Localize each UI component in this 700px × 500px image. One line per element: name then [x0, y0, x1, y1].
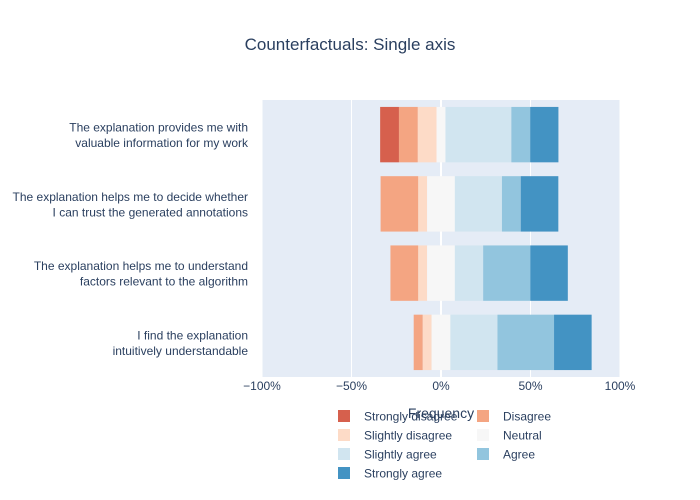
bar-segment — [398, 106, 418, 163]
legend-label: Slightly agree — [364, 448, 437, 462]
legend-item[interactable]: Disagree — [477, 410, 551, 424]
x-tick-label: −100% — [243, 379, 281, 393]
bar-segment — [431, 314, 451, 371]
legend-label: Disagree — [503, 410, 551, 424]
bar-segment — [418, 245, 428, 301]
bar-segment — [380, 106, 399, 163]
legend-label: Strongly agree — [364, 467, 442, 481]
legend-item[interactable]: Neutral — [477, 429, 542, 443]
bar-segment — [511, 106, 531, 163]
y-tick-label-line: The explanation helps me to understand — [34, 259, 248, 273]
bar-segment — [422, 314, 432, 371]
bar-segment — [520, 176, 559, 232]
bar-group — [380, 176, 559, 232]
y-tick-label: The explanation helps me to understand fa… — [34, 259, 248, 289]
bar-segment — [436, 106, 446, 163]
x-tick-label: 50% — [518, 379, 542, 393]
bar-group — [380, 106, 559, 163]
bar-segment — [454, 245, 484, 301]
bar-segment — [454, 176, 502, 232]
bar-segment — [417, 106, 437, 163]
legend-item[interactable]: Strongly agree — [338, 467, 442, 481]
bar-segment — [413, 314, 423, 371]
bar-group — [390, 245, 568, 301]
bar-segment — [390, 245, 419, 301]
y-tick-label: The explanation provides me withvaluable… — [69, 121, 249, 151]
y-tick-label-line: factors relevant to the algorithm — [80, 275, 248, 289]
y-tick-label: The explanation helps me to decide wheth… — [13, 190, 248, 220]
legend-swatch — [477, 448, 489, 460]
y-tick-label-line: valuable information for my work — [75, 136, 249, 150]
legend-item[interactable]: Slightly agree — [338, 448, 437, 462]
legend-label: Neutral — [503, 429, 542, 443]
bar-segment — [418, 176, 428, 232]
x-tick-label: 100% — [605, 379, 636, 393]
y-tick-label-line: I can trust the generated annotations — [53, 205, 248, 219]
y-tick-label-line: The explanation provides me with — [69, 121, 248, 135]
bar-segment — [483, 245, 531, 301]
chart-title: Counterfactuals: Single axis — [245, 35, 456, 54]
y-tick-label-line: I find the explanation — [137, 328, 248, 342]
x-tick-labels: −100% −50% 0% 50% 100% — [243, 379, 636, 393]
legend-swatch — [338, 448, 350, 460]
y-tick-label: I find the explanation intuitively unders… — [113, 328, 249, 358]
legend-label: Slightly disagree — [364, 429, 452, 443]
legend-item[interactable]: Agree — [477, 448, 535, 462]
x-tick-label: −50% — [336, 379, 367, 393]
legend-swatch — [338, 467, 350, 479]
legend[interactable]: Strongly disagree Disagree Slightly disagr… — [338, 410, 551, 481]
bar-segment — [445, 106, 512, 163]
bar-segment — [427, 176, 455, 232]
legend-item[interactable]: Slightly disagree — [338, 429, 452, 443]
y-tick-label-line: The explanation helps me to decide wheth… — [13, 190, 248, 204]
legend-swatch — [477, 429, 489, 441]
legend-swatch — [477, 410, 489, 422]
bar-segment — [450, 314, 498, 371]
y-tick-label-line: intuitively understandable — [113, 344, 249, 358]
bar-segment — [501, 176, 521, 232]
bar-groups — [380, 106, 592, 371]
legend-swatch — [338, 429, 350, 441]
legend-label: Strongly disagree — [364, 410, 458, 424]
legend-item[interactable]: Strongly disagree — [338, 410, 458, 424]
legend-label: Agree — [503, 448, 535, 462]
bar-segment — [380, 176, 419, 232]
bar-segment — [530, 106, 559, 163]
legend-swatch — [338, 410, 350, 422]
x-axis-label: Frequency — [408, 405, 474, 421]
bar-group — [413, 314, 592, 371]
bar-segment — [497, 314, 555, 371]
bar-segment — [530, 245, 568, 301]
x-tick-label: 0% — [432, 379, 450, 393]
bar-segment — [554, 314, 592, 371]
bar-segment — [427, 245, 455, 301]
y-tick-labels: I find the explanation intuitively unders… — [13, 121, 249, 358]
